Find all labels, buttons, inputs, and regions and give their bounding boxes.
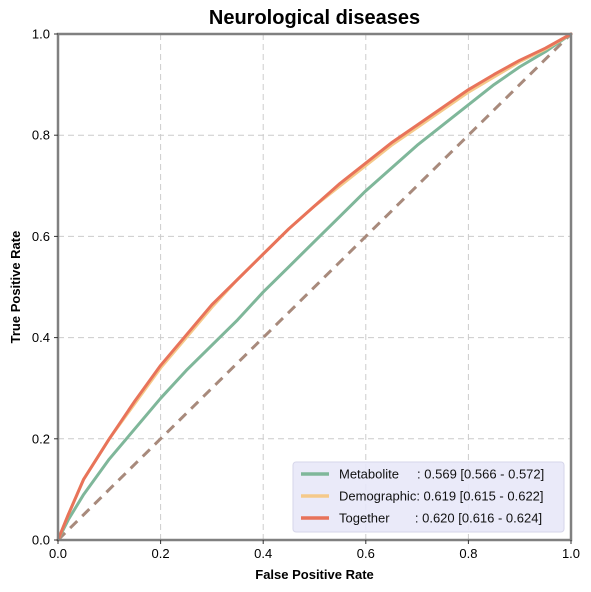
x-axis-label: False Positive Rate [255,567,374,582]
reference-diagonal [56,32,573,542]
y-tick-label: 0.2 [32,431,50,446]
x-tick-label: 0.4 [254,546,272,561]
reference-line [56,32,573,542]
legend-label-together: Together : 0.620 [0.616 - 0.624] [339,511,542,526]
y-axis-label: True Positive Rate [8,231,23,344]
tick-labels: 0.0 0.2 0.4 0.6 0.8 1.0 0.0 0.2 0.4 0.6 0.8 1.0 [32,27,580,562]
x-tick-label: 0.0 [49,546,67,561]
y-tick-label: 0.0 [32,533,50,548]
legend: Metabolite : 0.569 [0.566 - 0.572] Demogr… [292,461,565,533]
x-tick-label: 0.8 [459,546,477,561]
legend-box [292,461,565,533]
plot-frame [56,32,573,542]
y-tick-label: 0.6 [32,229,50,244]
x-tick-label: 0.2 [152,546,170,561]
series-line-together [56,32,573,542]
grid-lines [58,34,571,540]
legend-label-demographic: Demographic: 0.619 [0.615 - 0.622] [339,489,544,504]
x-tick-label: 0.6 [357,546,375,561]
chart-title: Neurological diseases [209,7,420,29]
x-tick-label: 1.0 [562,546,580,561]
y-tick-label: 0.4 [32,330,50,345]
legend-label-metabolite: Metabolite : 0.569 [0.566 - 0.572] [339,467,544,482]
series-line-metabolite [56,32,573,542]
series-lines [56,32,573,542]
y-tick-label: 0.8 [32,128,50,143]
y-tick-label: 1.0 [32,27,50,42]
